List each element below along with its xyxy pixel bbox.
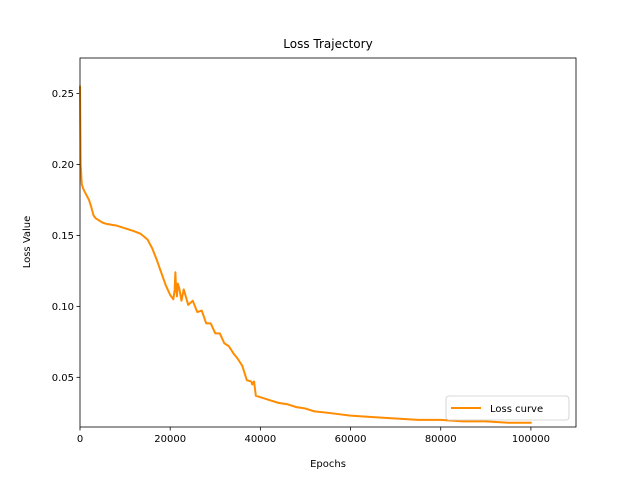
legend-entry-loss-curve: Loss curve [490,404,543,415]
x-tick-label: 80000 [425,434,457,445]
series-line-loss-curve [79,85,532,424]
plot-frame [79,57,577,428]
y-tick-label: 0.25 [52,89,74,100]
x-axis-label: Epochs [310,459,346,470]
x-axis-ticks: 0 20000 40000 60000 80000 100000 [77,427,550,445]
chart-title: Loss Trajectory [283,37,372,51]
y-axis-ticks: 0.05 0.10 0.15 0.20 0.25 [52,89,80,384]
y-tick-label: 0.10 [52,302,74,313]
x-tick-label: 40000 [244,434,276,445]
y-tick-label: 0.05 [52,373,74,384]
y-axis-label: Loss Value [22,216,33,269]
legend: Loss curve [445,395,570,421]
x-tick-label: 60000 [335,434,367,445]
plot-area [80,58,576,427]
series-layer [79,85,532,424]
legend-box [445,395,570,421]
x-tick-label: 20000 [154,434,186,445]
y-tick-label: 0.15 [52,231,74,242]
x-tick-label: 100000 [512,434,550,445]
y-tick-label: 0.20 [52,160,74,171]
x-tick-label: 0 [77,434,83,445]
